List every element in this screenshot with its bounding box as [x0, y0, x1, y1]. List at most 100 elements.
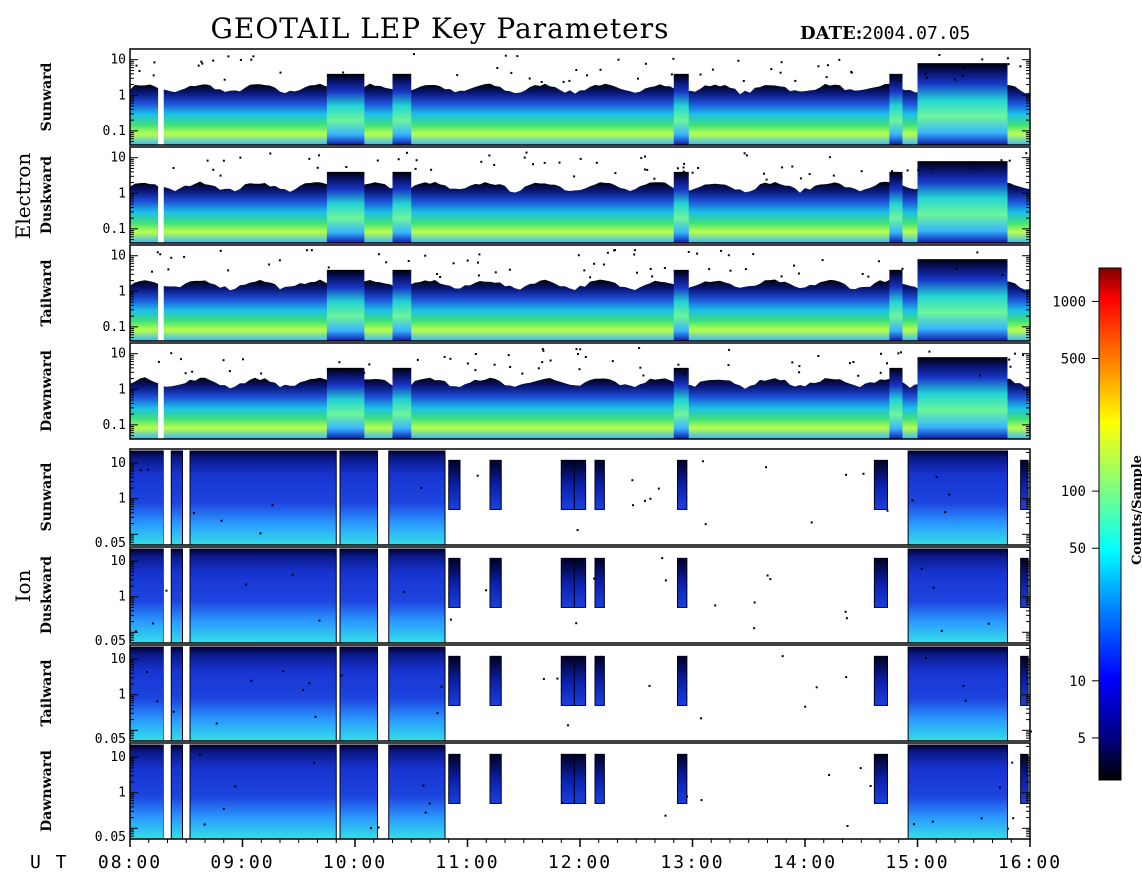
y-tick-label: 0.1 [103, 222, 126, 237]
sparse-count [828, 156, 831, 159]
sparse-count [228, 370, 231, 373]
x-tick-label: 11:00 [435, 852, 499, 873]
x-tick-label: 08:00 [98, 852, 162, 873]
sparse-count [825, 76, 828, 79]
sparse-count [576, 529, 579, 532]
sparse-count [852, 361, 855, 363]
sparse-count [643, 168, 646, 171]
sparse-count [510, 71, 513, 74]
y-tick-label: 10 [110, 249, 126, 264]
sparse-count [579, 157, 582, 160]
sparse-count [308, 157, 311, 160]
sparse-count [687, 250, 690, 253]
sparse-count [259, 532, 262, 535]
ion-activity-block [388, 744, 446, 840]
x-tick-label: 12:00 [548, 852, 612, 873]
sparse-count [159, 253, 162, 256]
sparse-count [402, 590, 405, 593]
sparse-count [1000, 159, 1003, 162]
ion-activity-block [170, 744, 183, 840]
sparse-count [540, 81, 543, 83]
panel-frame [129, 644, 1031, 742]
group-label-ion: Ion [11, 569, 35, 602]
sparse-count [900, 176, 903, 179]
y-tick-label: 0.1 [103, 124, 126, 139]
sparse-count [212, 59, 215, 62]
sparse-count [151, 622, 154, 625]
sparse-count [697, 167, 700, 169]
sparse-count [424, 811, 427, 814]
electron-enhancement [326, 367, 365, 439]
sparse-count [753, 601, 756, 604]
sparse-count [631, 479, 634, 482]
sparse-count [860, 170, 863, 173]
sparse-count [488, 154, 491, 157]
y-tick-label: 1 [118, 284, 126, 299]
ion-activity-block [594, 557, 605, 608]
ion-activity-block [1020, 459, 1029, 510]
sparse-count [478, 253, 481, 256]
electron-enhancement [326, 73, 365, 145]
sparse-count [891, 170, 894, 173]
sparse-count [282, 670, 285, 673]
sparse-count [376, 159, 379, 162]
sparse-count [845, 676, 848, 679]
direction-label: Sunward [39, 62, 55, 131]
sparse-count [477, 261, 479, 264]
x-tick-label: 16:00 [998, 852, 1062, 873]
sparse-count [252, 55, 255, 58]
colorbar-tick-label: 100 [1061, 484, 1086, 500]
sparse-count [541, 348, 544, 350]
sparse-count [683, 162, 686, 165]
sparse-count [987, 622, 990, 625]
sparse-count [998, 786, 1001, 789]
sparse-count [583, 269, 586, 272]
sparse-count [637, 77, 639, 80]
sparse-count [924, 72, 927, 75]
data-gap [163, 743, 172, 839]
sparse-count [223, 78, 226, 81]
sparse-count [700, 799, 703, 802]
x-tick-label: 13:00 [660, 852, 724, 873]
panel-ion-tailward: 10 1 0.05 Tailward [39, 644, 1032, 747]
sparse-count [651, 275, 654, 278]
sparse-count [602, 263, 605, 266]
sparse-count [948, 493, 951, 496]
sparse-count [1012, 817, 1015, 820]
sparse-count [219, 174, 222, 177]
sparse-count [838, 58, 841, 61]
data-gap [158, 245, 164, 341]
sparse-count [677, 363, 680, 366]
sparse-count [1022, 354, 1024, 357]
sparse-count [242, 358, 244, 361]
sparse-count [745, 154, 748, 157]
ion-activity-block [170, 646, 183, 742]
sparse-count [577, 254, 580, 257]
sparse-count [953, 78, 956, 81]
sparse-count [817, 65, 820, 68]
sparse-count [940, 629, 943, 632]
x-tick-label: 14:00 [773, 852, 837, 873]
sparse-count [979, 374, 982, 377]
x-axis-ticks: 08:00 09:00 10:00 11:00 12:00 13:00 14:00 15:00… [98, 839, 1062, 873]
sparse-count [899, 80, 902, 83]
sparse-count [753, 627, 756, 630]
sparse-count [711, 68, 714, 71]
y-tick-label: 0.1 [103, 418, 126, 433]
electron-enhancement [673, 73, 689, 145]
sparse-count [537, 367, 540, 370]
sparse-count [184, 372, 187, 375]
sparse-count [963, 67, 965, 70]
colorbar-tick-label: 1000 [1052, 294, 1086, 310]
y-tick-label: 10 [110, 652, 126, 667]
sparse-count [342, 369, 345, 372]
ion-activity-block [170, 450, 183, 546]
sparse-count [415, 159, 418, 162]
ion-activity-block [573, 655, 587, 706]
electron-enhancement [326, 171, 365, 243]
sparse-count [212, 168, 215, 171]
electron-enhancement [917, 259, 1008, 341]
sparse-count [642, 374, 645, 377]
colorbar-tick-label: 500 [1061, 352, 1086, 368]
sparse-count [378, 253, 381, 256]
